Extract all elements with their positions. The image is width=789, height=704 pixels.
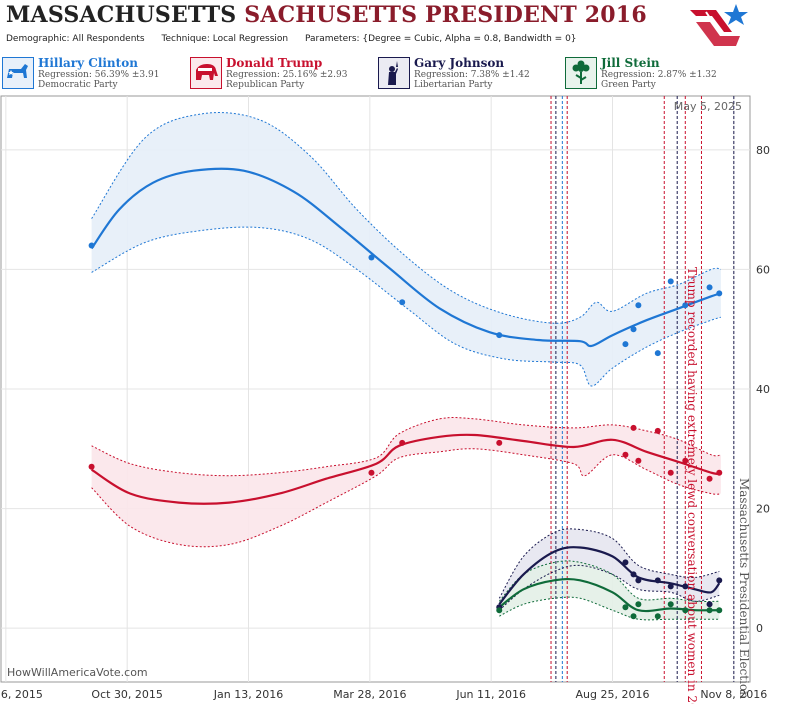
poll-point	[682, 607, 689, 614]
site-logo-icon	[690, 4, 748, 46]
candidate-card-trump[interactable]: Donald Trump Regression: 25.16% ±2.93 Re…	[188, 56, 374, 92]
poll-point	[667, 601, 674, 608]
poll-point	[706, 601, 713, 608]
x-tick-label: Jun 11, 2016	[455, 688, 526, 701]
x-tick-label: Aug 25, 2016	[576, 688, 650, 701]
candidate-name: Gary Johnson	[414, 56, 505, 70]
candidate-name: Jill Stein	[601, 56, 660, 70]
candidate-card-clinton[interactable]: Hillary Clinton Regression: 56.39% ±3.91…	[0, 56, 186, 92]
event-annotation: Massachusetts Presidential Election	[737, 478, 751, 699]
candidate-party: Democratic Party	[38, 80, 118, 90]
elephant-icon	[190, 57, 222, 89]
lower-bound-line	[91, 448, 721, 548]
candidate-regression: Regression: 2.87% ±1.32	[601, 70, 717, 80]
candidate-name: Donald Trump	[226, 56, 323, 70]
title-rest: SACHUSETTS PRESIDENT 2016	[244, 2, 647, 28]
statue-of-liberty-icon	[378, 57, 410, 89]
poll-point	[630, 571, 637, 578]
poll-point	[496, 607, 503, 614]
technique-label: Technique: Local Regression	[161, 34, 289, 44]
poll-point	[88, 242, 95, 249]
candidate-card-stein[interactable]: Jill Stein Regression: 2.87% ±1.32 Green…	[563, 56, 749, 92]
x-tick-label: Jan 13, 2016	[213, 688, 283, 701]
poll-point	[88, 463, 95, 470]
poll-point	[399, 299, 406, 306]
flower-icon	[565, 57, 597, 89]
donkey-icon	[2, 57, 34, 89]
poll-point	[622, 341, 629, 348]
poll-point	[496, 332, 503, 339]
regression-line	[90, 167, 722, 348]
poll-point	[654, 350, 661, 357]
candidate-regression: Regression: 56.39% ±3.91	[38, 70, 160, 80]
poll-point	[630, 326, 637, 333]
poll-point	[667, 469, 674, 476]
y-tick-label: 40	[756, 383, 770, 396]
regression-line	[91, 433, 722, 505]
poll-point	[716, 607, 723, 614]
demographic-label: Demographic: All Respondents	[6, 34, 145, 44]
watermark: HowWillAmericaVote.com	[7, 666, 148, 679]
poll-point	[635, 302, 642, 309]
date-label: May 5, 2025	[674, 100, 742, 113]
poll-point	[622, 451, 629, 458]
poll-point	[368, 469, 375, 476]
poll-point	[630, 613, 637, 620]
poll-point	[622, 559, 629, 566]
lower-bound-line	[498, 564, 720, 611]
x-tick-label: Oct 30, 2015	[91, 688, 163, 701]
poll-point	[654, 613, 661, 620]
poll-point	[496, 439, 503, 446]
poll-point	[399, 439, 406, 446]
y-tick-label: 80	[756, 144, 770, 157]
x-tick-label: Mar 28, 2016	[333, 688, 406, 701]
poll-point	[682, 457, 689, 464]
poll-point	[667, 278, 674, 285]
page-title: MASSACHUSETTS SACHUSETTS PRESIDENT 2016	[6, 2, 647, 28]
poll-point	[630, 424, 637, 431]
y-tick-label: 60	[756, 263, 770, 276]
poll-point	[716, 290, 723, 297]
poll-point	[682, 302, 689, 309]
poll-point	[635, 601, 642, 608]
poll-point	[706, 607, 713, 614]
poll-point	[635, 577, 642, 584]
upper-bound-line	[91, 112, 721, 324]
candidate-party: Green Party	[601, 80, 656, 90]
y-tick-label: 0	[756, 622, 763, 635]
confidence-band	[91, 112, 721, 387]
title-state: MASSACHUSETTS	[6, 2, 237, 28]
parameters-label: Parameters: {Degree = Cubic, Alpha = 0.8…	[305, 34, 577, 44]
upper-bound-line	[498, 528, 720, 599]
candidate-legend: Hillary Clinton Regression: 56.39% ±3.91…	[0, 56, 789, 94]
confidence-band	[499, 528, 720, 611]
poll-point	[654, 577, 661, 584]
poll-point	[635, 457, 642, 464]
poll-point	[622, 604, 629, 611]
poll-point	[368, 254, 375, 261]
poll-point	[667, 583, 674, 590]
poll-point	[716, 469, 723, 476]
candidate-name: Hillary Clinton	[38, 56, 138, 70]
chart-meta: Demographic: All Respondents Technique: …	[6, 34, 591, 44]
x-tick-label: Aug 16, 2015	[0, 688, 43, 701]
poll-point	[706, 475, 713, 482]
poll-point	[706, 284, 713, 291]
regression-line	[498, 546, 721, 605]
candidate-party: Libertarian Party	[414, 80, 493, 90]
candidate-party: Republican Party	[226, 80, 305, 90]
poll-point	[682, 583, 689, 590]
lower-bound-line	[499, 596, 720, 621]
lower-bound-line	[91, 226, 722, 387]
x-tick-label: Nov 8, 2016	[700, 688, 767, 701]
event-annotation: Trump recorded having extremely lewd con…	[685, 267, 699, 704]
poll-point	[716, 577, 723, 584]
candidate-regression: Regression: 7.38% ±1.42	[414, 70, 530, 80]
candidate-regression: Regression: 25.16% ±2.93	[226, 70, 348, 80]
confidence-band	[91, 417, 721, 547]
candidate-card-johnson[interactable]: Gary Johnson Regression: 7.38% ±1.42 Lib…	[376, 56, 562, 92]
poll-point	[654, 427, 661, 434]
y-tick-label: 20	[756, 503, 770, 516]
